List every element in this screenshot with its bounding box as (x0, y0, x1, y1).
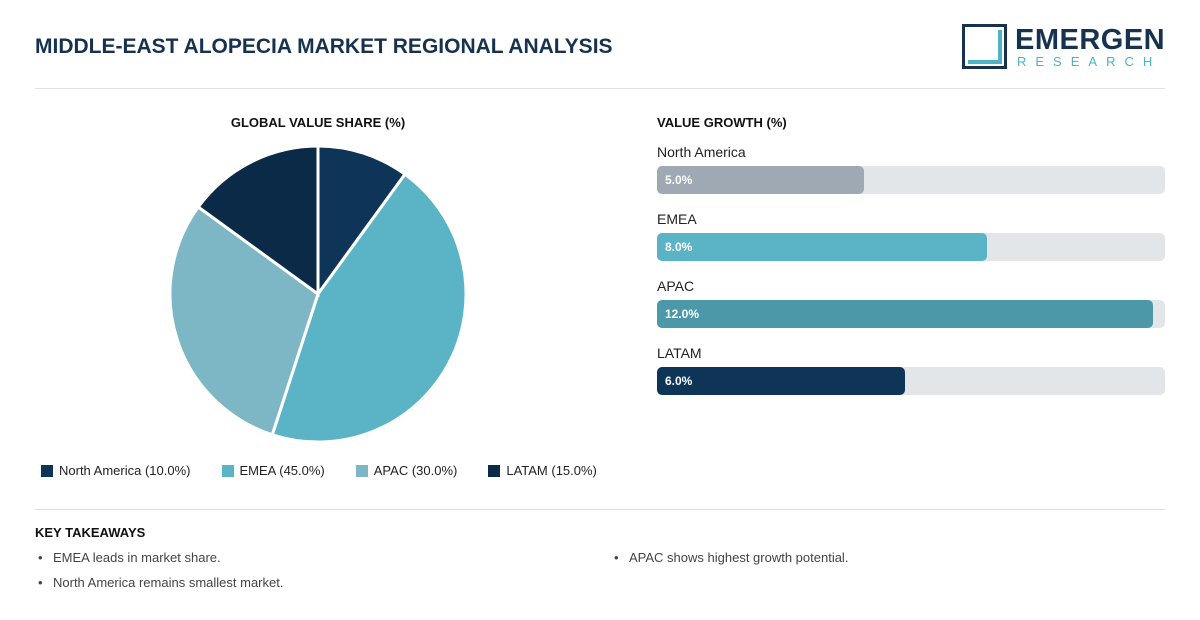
logo-wordmark: EMERGEN (1015, 24, 1166, 56)
legend-swatch-north-america (41, 464, 53, 477)
takeaways-divider (35, 509, 1165, 510)
growth-bar-north-america: North America 5.0% (657, 144, 1165, 194)
growth-bar-apac: APAC 12.0% (657, 278, 1165, 328)
bar-value-emea: 8.0% (665, 240, 693, 254)
legend-swatch-emea (221, 464, 234, 477)
pie-chart (168, 144, 468, 444)
legend-label-emea: EMEA (45.0%) (239, 463, 325, 478)
growth-bar-latam: LATAM 6.0% (657, 345, 1165, 395)
bar-value-north-america: 5.0% (665, 173, 693, 187)
legend-swatch-latam (488, 464, 501, 477)
takeaway-text: North America remains smallest market. (53, 575, 284, 590)
bullet-icon: • (38, 575, 43, 590)
legend-item-emea: EMEA (45.0%) (221, 463, 325, 478)
legend-label-latam: LATAM (15.0%) (506, 463, 597, 478)
bar-label-emea: EMEA (657, 211, 697, 227)
bar-track-emea: 8.0% (657, 233, 1165, 261)
bar-label-latam: LATAM (657, 345, 702, 361)
pie-slice-latam (196, 144, 320, 297)
bar-value-latam: 6.0% (665, 374, 693, 388)
legend-item-apac: APAC (30.0%) (355, 463, 458, 478)
bar-label-north-america: North America (657, 144, 746, 160)
takeaway-text: EMEA leads in market share. (53, 550, 221, 565)
bar-label-apac: APAC (657, 278, 695, 294)
legend-swatch-apac (355, 464, 368, 477)
pie-slice-north-america (316, 144, 408, 299)
logo-subtitle: RESEARCH (1017, 54, 1162, 69)
bar-track-latam: 6.0% (657, 367, 1165, 395)
bar-track-apac: 12.0% (657, 300, 1165, 328)
emergen-research-logo: EMERGEN RESEARCH (962, 24, 1166, 72)
takeaway-item: • North America remains smallest market. (38, 575, 284, 590)
bar-fill-emea (657, 233, 988, 261)
takeaway-text: APAC shows highest growth potential. (629, 550, 849, 565)
bar-fill-north-america (657, 166, 864, 194)
legend-label-north-america: North America (10.0%) (59, 463, 191, 478)
page-title: MIDDLE-EAST ALOPECIA MARKET REGIONAL ANA… (35, 35, 613, 58)
header-divider (35, 88, 1165, 89)
bar-track-north-america: 5.0% (657, 166, 1165, 194)
legend-item-north-america: North America (10.0%) (41, 463, 191, 478)
bullet-icon: • (38, 550, 43, 565)
pie-slice-emea (270, 172, 468, 444)
growth-bar-emea: EMEA 8.0% (657, 211, 1165, 261)
growth-chart-title: VALUE GROWTH (%) (657, 115, 787, 130)
bar-value-apac: 12.0% (665, 307, 700, 321)
bullet-icon: • (614, 550, 619, 565)
takeaway-item: • APAC shows highest growth potential. (614, 550, 849, 565)
takeaways-title: KEY TAKEAWAYS (35, 525, 146, 540)
pie-slice-apac (168, 204, 320, 437)
pie-chart-title: GLOBAL VALUE SHARE (%) (230, 115, 406, 130)
bar-fill-latam (657, 367, 905, 395)
legend-label-apac: APAC (30.0%) (373, 463, 458, 478)
bar-fill-apac (657, 300, 1153, 328)
takeaway-item: • EMEA leads in market share. (38, 550, 221, 565)
pie-legend: North America (10.0%) EMEA (45.0%) APAC … (41, 463, 628, 478)
logo-mark-icon (962, 24, 1007, 69)
legend-item-latam: LATAM (15.0%) (488, 463, 597, 478)
